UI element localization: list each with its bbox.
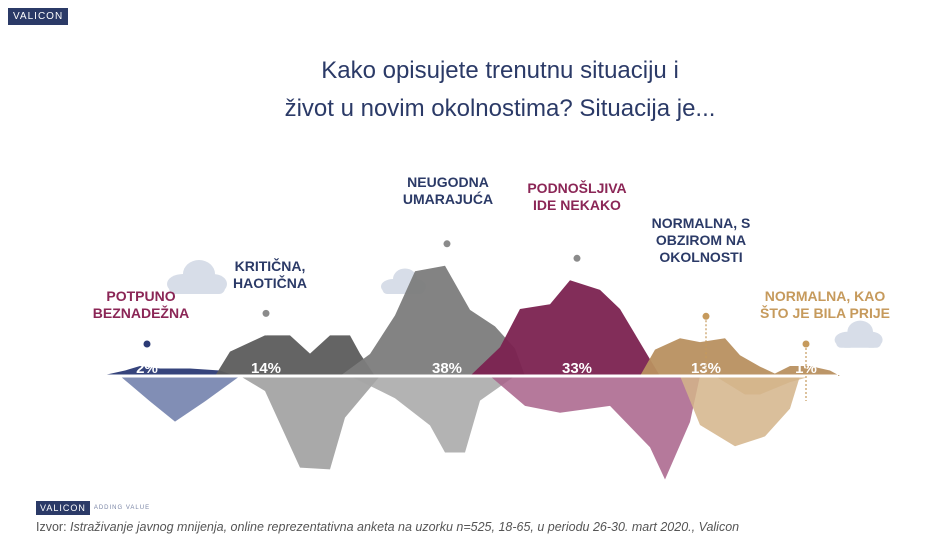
mountain-1 [100,366,235,376]
source-text: Istraživanje javnog mnijenja, online rep… [70,520,740,534]
pin-dot [802,340,810,348]
pin-dot [702,312,710,320]
value-label: 14% [251,360,281,377]
title-line-2: život u novim okolnostima? Situacija je.… [284,95,716,122]
mountain-reflection [240,376,380,470]
mountain-reflection [490,376,700,480]
cloud-icon [167,260,227,294]
category-label: PODNOŠLJIVA IDE NEKAKO [527,179,626,213]
footer-logo: VALICON ADDING VALUE [36,501,150,515]
source-note: Izvor: Istraživanje javnog mnijenja, onl… [36,520,739,534]
mountain-2 [215,335,375,376]
category-label: POTPUNO BEZNADEŽNA [93,288,189,321]
pin-dot [262,309,270,317]
category-label: NORMALNA, S OBZIROM NA OKOLNOSTI [652,215,751,265]
pin-dot [573,254,581,262]
mountain-4 [470,280,660,376]
value-label: 33% [562,360,592,377]
category-label: KRITIČNA, HAOTIČNA [233,257,307,291]
pin-dot [443,240,451,248]
category-label: NORMALNA, KAO ŠTO JE BILA PRIJE [760,288,890,321]
footer-logo-box: VALICON [36,501,90,515]
pin-dot [143,340,151,348]
valicon-logo: VALICON [8,8,69,25]
footer-tagline: ADDING VALUE [93,505,151,511]
category-label: NEUGODNA UMARAJUĆA [403,174,493,207]
mountain-6 [770,366,840,376]
value-label: 2% [136,360,158,377]
chart-title: Kako opisujete trenutnu situaciju i živo… [200,52,800,128]
cloud-icon [834,320,883,348]
mountain-reflection [680,376,800,447]
value-label: 38% [432,360,462,377]
mountain-reflection [715,376,812,395]
mountain-reflection [350,376,515,453]
mountain-reflection [120,376,240,422]
source-label: Izvor: [36,520,67,534]
title-line-1: Kako opisujete trenutnu situaciju i [321,57,679,84]
mountain-5 [640,338,780,376]
mountain-3 [340,265,525,376]
